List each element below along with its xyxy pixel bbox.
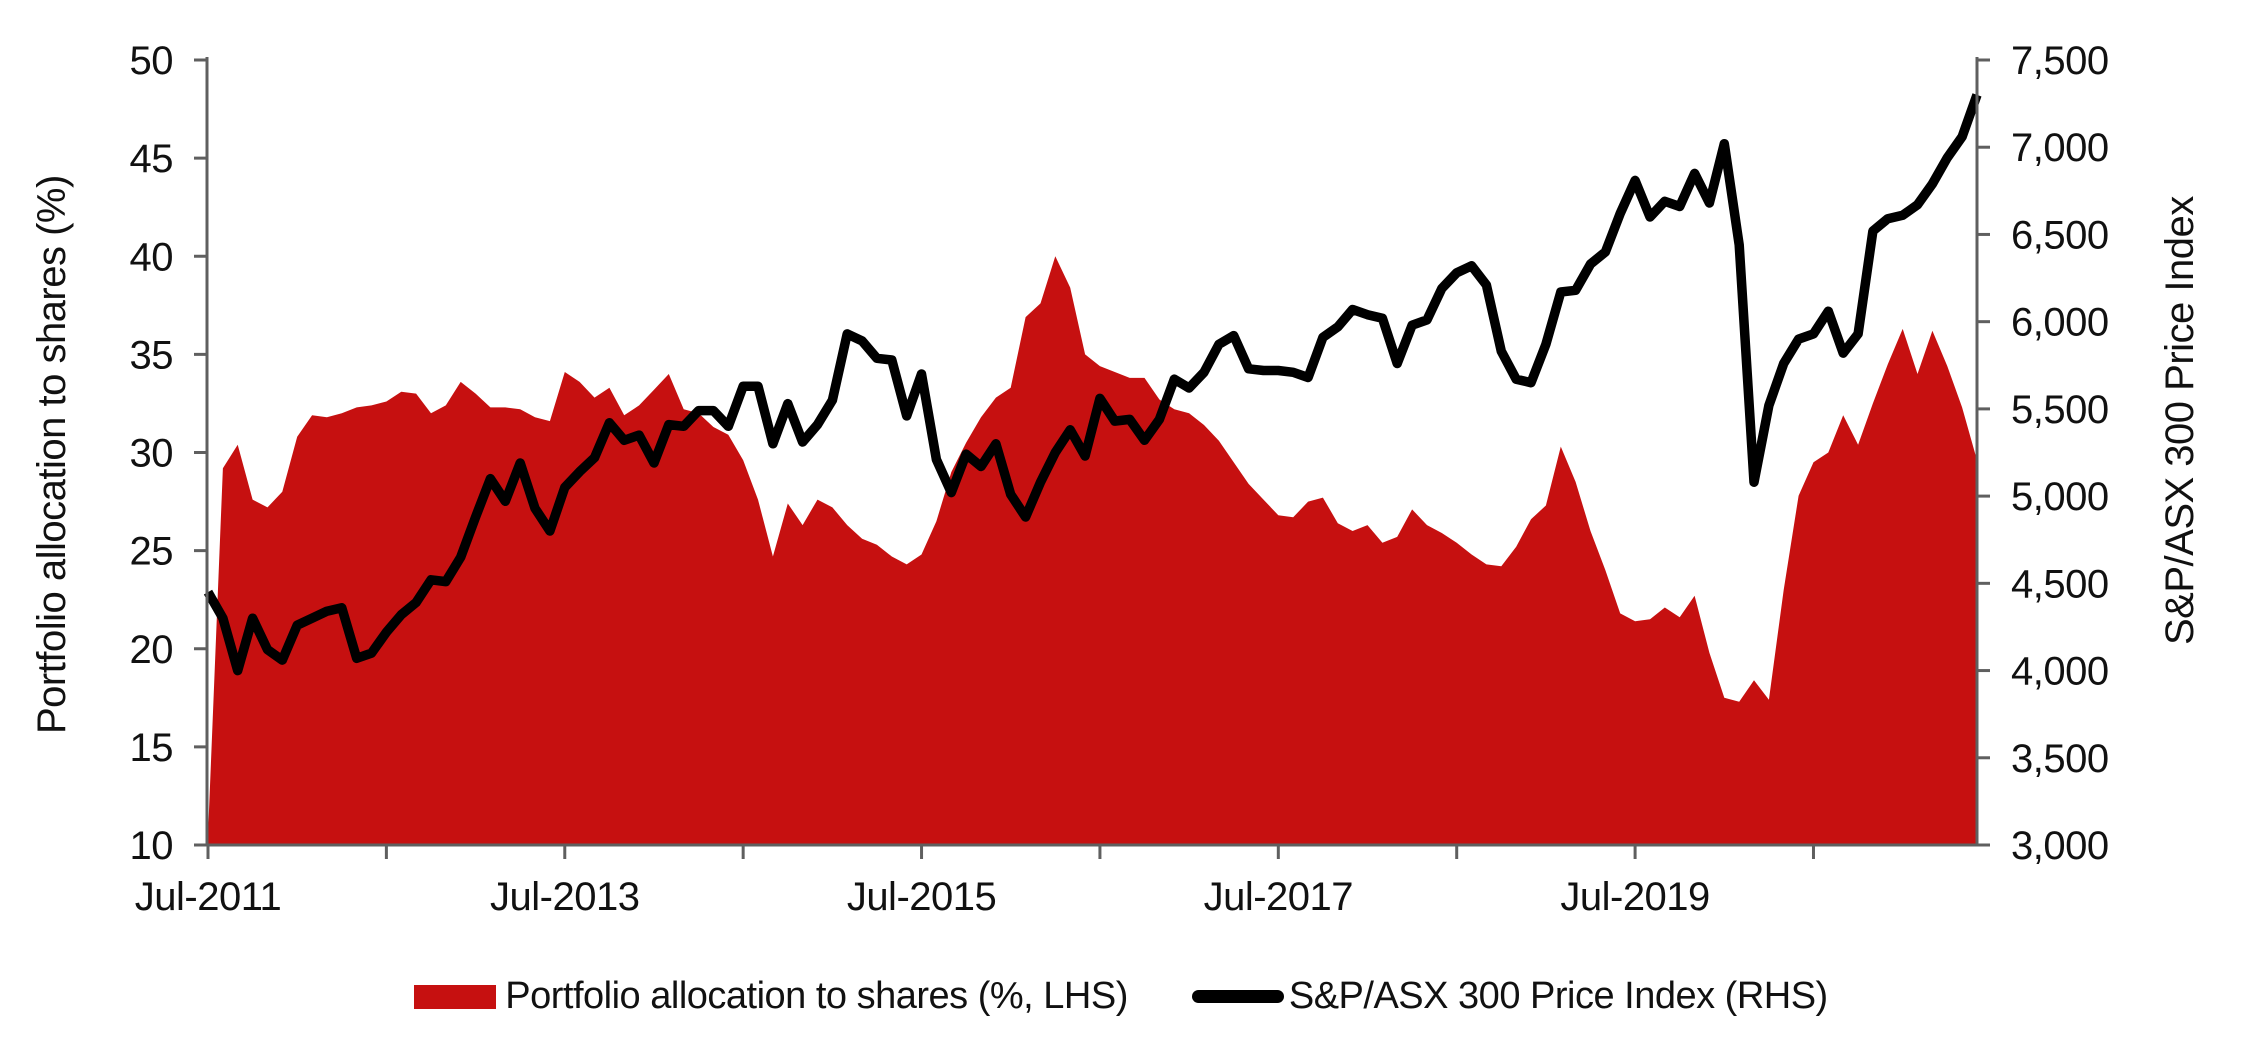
right-axis-tick-label: 3,500	[2011, 737, 2109, 781]
legend-line-swatch-icon	[1191, 990, 1284, 1003]
right-axis-tick-label: 7,000	[2011, 126, 2109, 170]
right-axis-tick-label: 7,500	[2011, 39, 2109, 83]
left-axis-tick-label: 15	[130, 726, 174, 770]
right-axis-tick-label: 4,000	[2011, 650, 2109, 694]
right-axis-title: S&P/ASX 300 Price Index	[2158, 196, 2202, 645]
right-axis-tick-label: 5,500	[2011, 388, 2109, 432]
left-axis-tick-label: 25	[130, 530, 174, 574]
legend-label-index: S&P/ASX 300 Price Index (RHS)	[1288, 975, 1828, 1017]
left-axis-tick-label: 45	[130, 137, 174, 181]
legend-area-swatch-icon	[414, 984, 497, 1009]
left-axis-tick-label: 10	[130, 824, 174, 868]
right-axis-tick-label: 4,500	[2011, 562, 2109, 606]
x-axis-tick-label: Jul-2017	[1204, 875, 1353, 919]
allocation-area-series	[208, 256, 1977, 845]
left-axis-tick-label: 35	[130, 333, 174, 377]
legend-item-allocation: Portfolio allocation to shares (%, LHS)	[414, 975, 1128, 1018]
right-axis-tick-label: 5,000	[2011, 475, 2109, 519]
left-axis-tick-label: 40	[130, 235, 174, 279]
left-axis-title: Portfolio allocation to shares (%)	[30, 175, 74, 734]
left-axis-tick-label: 50	[130, 39, 174, 83]
right-axis-tick-label: 6,500	[2011, 213, 2109, 257]
legend-label-allocation: Portfolio allocation to shares (%, LHS)	[505, 975, 1128, 1017]
legend-item-index: S&P/ASX 300 Price Index (RHS)	[1191, 975, 1828, 1018]
legend: Portfolio allocation to shares (%, LHS) …	[0, 975, 2242, 1018]
asx300-line-series	[203, 93, 1982, 676]
left-axis-tick-label: 30	[130, 432, 174, 476]
right-axis-tick-label: 3,000	[2011, 824, 2109, 868]
x-axis-tick-label: Jul-2015	[847, 875, 996, 919]
left-axis-tick-label: 20	[130, 628, 174, 672]
x-axis-tick-label: Jul-2013	[490, 875, 639, 919]
x-axis-tick-label: Jul-2011	[135, 875, 281, 919]
x-axis-tick-label: Jul-2019	[1560, 875, 1709, 919]
right-axis-tick-label: 6,000	[2011, 301, 2109, 345]
